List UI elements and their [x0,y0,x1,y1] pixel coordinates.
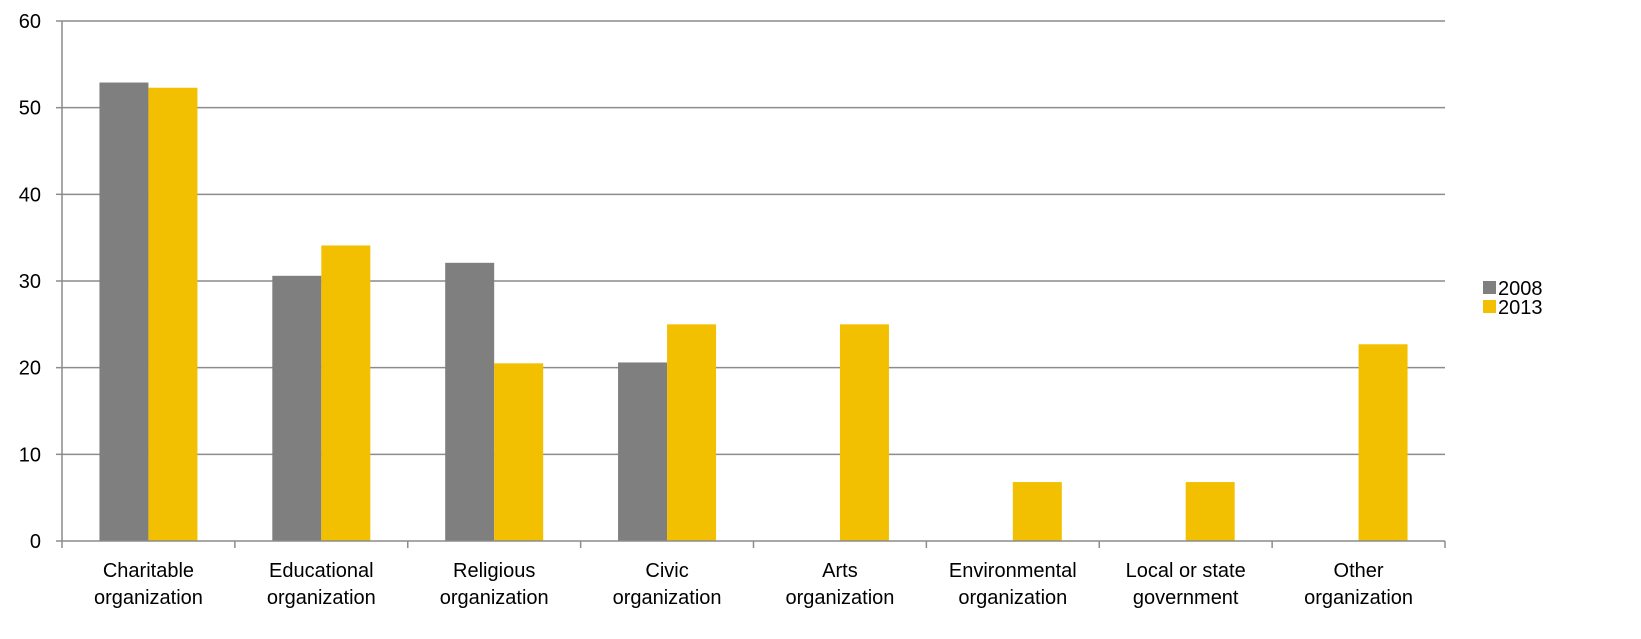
x-tick-label-line: organization [958,587,1067,609]
x-axis-tick-labels: Charitable organization Educational organiz… [94,560,1413,609]
legend-swatch-2008 [1483,281,1496,294]
x-tick-label-line: organization [267,587,376,609]
y-axis-tick-labels: 0 10 20 30 40 50 60 [19,11,41,553]
y-tick-label: 10 [19,444,41,466]
x-tick-label-line: Arts [822,560,858,582]
y-tick-label: 30 [19,271,41,293]
x-tick-label-line: Local or state [1126,560,1246,582]
x-tick-label-line: Other [1334,560,1384,582]
bar-2008-2 [445,262,495,541]
y-tick-label: 60 [19,11,41,33]
x-tick-label-line: Religious [453,560,535,582]
bar-2008-3 [618,362,668,541]
axes [56,20,1446,548]
y-tick-label: 20 [19,358,41,380]
x-tick-label-line: organization [440,587,549,609]
gridlines [62,20,1445,456]
x-tick-label-line: Charitable [103,560,194,582]
bar-2013-5 [1012,482,1062,541]
x-tick-label: Local or state government [1126,560,1246,609]
bar-2013-1 [321,245,371,541]
x-tick-label: Environmental organization [949,560,1077,609]
x-tick-label-line: organization [785,587,894,609]
y-tick-label: 50 [19,98,41,120]
y-tick-label: 0 [30,531,41,553]
y-tick-label: 40 [19,184,41,206]
x-tick-label-line: Educational [269,560,374,582]
x-tick-label-line: organization [613,587,722,609]
bar-2013-0 [148,87,198,541]
x-tick-label-line: government [1133,587,1239,609]
bar-2013-3 [667,324,717,541]
legend-swatch-2013 [1483,300,1496,313]
x-tick-label-line: organization [1304,587,1413,609]
x-tick-label: Religious organization [440,560,549,609]
bars [99,82,1408,542]
bar-2013-7 [1358,344,1408,541]
x-tick-label: Other organization [1304,560,1413,609]
legend-label-2008: 2008 [1498,278,1543,300]
x-tick-label-line: Environmental [949,560,1077,582]
bar-2008-0 [99,82,149,542]
x-tick-label: Arts organization [785,560,894,609]
x-tick-label: Educational organization [267,560,376,609]
bar-2013-2 [494,363,544,541]
legend-label-2013: 2013 [1498,297,1543,319]
x-tick-label-line: organization [94,587,203,609]
x-tick-label: Civic organization [613,560,722,609]
x-tick-label: Charitable organization [94,560,203,609]
bar-2013-6 [1185,482,1235,541]
x-tick-label-line: Civic [645,560,688,582]
bar-2013-4 [839,324,889,541]
bar-2008-1 [272,275,322,541]
